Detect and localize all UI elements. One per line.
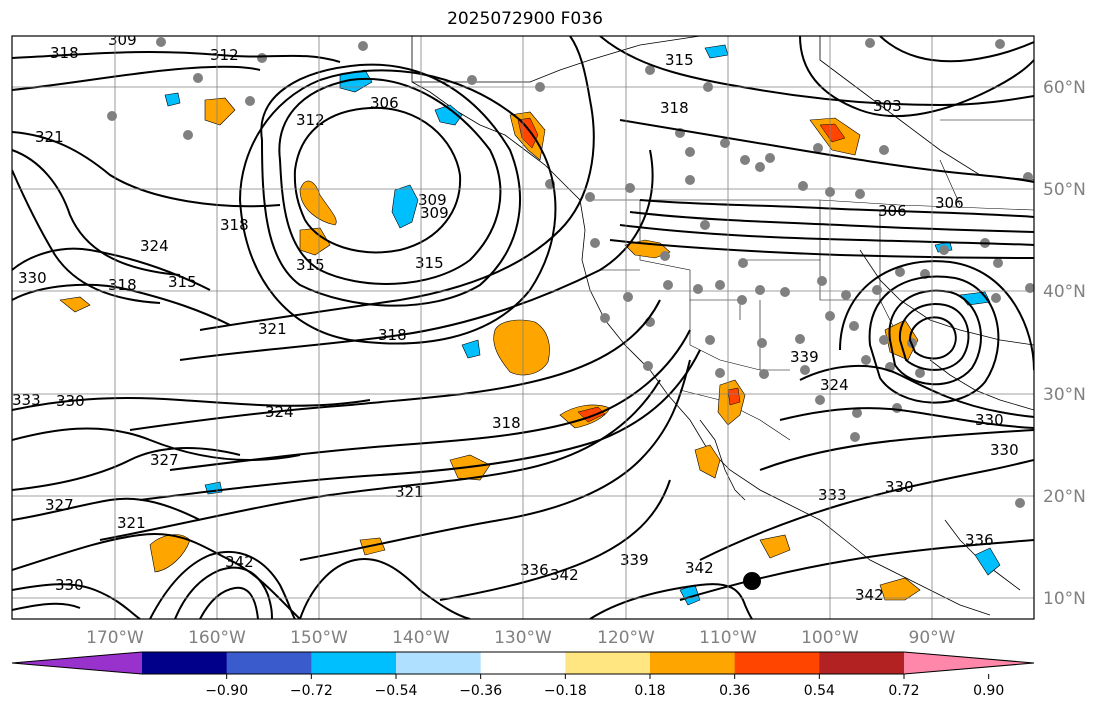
- contour-label: 336: [965, 531, 994, 549]
- colorbar-segment: [565, 652, 651, 674]
- colorbar-segment: [650, 652, 736, 674]
- contour-label: 321: [395, 483, 424, 501]
- contour-label: 321: [117, 514, 146, 532]
- colorbar: −0.90 −0.72 −0.54 −0.36 −0.18 0.18 0.36 0.54 0.7…: [11, 651, 1035, 699]
- contour-label: 336: [520, 561, 549, 579]
- contour-label: 318: [220, 216, 249, 234]
- contour-label: 315: [665, 51, 694, 69]
- latitude-label: 40°N: [1043, 282, 1086, 302]
- contour-label: 318: [50, 44, 79, 62]
- map-frame: [11, 35, 1035, 620]
- contour-label: 312: [296, 111, 325, 129]
- latitude-label: 20°N: [1043, 487, 1086, 507]
- latitude-label: 10°N: [1043, 589, 1086, 609]
- longitude-label: 140°W: [392, 628, 450, 648]
- longitude-labels: 170°W 160°W 150°W 140°W 130°W 120°W 110°W 100°W…: [86, 628, 956, 648]
- contour-label: 315: [415, 254, 444, 272]
- colorbar-segment: [734, 652, 820, 674]
- contour-label: 342: [855, 586, 884, 604]
- map-panel: 318 309 312 315 306 318 303 321 312 306 …: [12, 31, 1034, 619]
- contour-label: 303: [873, 97, 902, 115]
- negative-patches: [164, 44, 1001, 606]
- contour-labels: 318 309 312 315 306 318 303 321 312 306 …: [12, 31, 1019, 604]
- contour-label: 342: [685, 559, 714, 577]
- contour-label: 327: [150, 451, 179, 469]
- longitude-label: 90°W: [909, 628, 956, 648]
- contour-label: 309: [420, 204, 449, 222]
- longitude-label: 170°W: [86, 628, 144, 648]
- colorbar-tick-label: 0.90: [973, 683, 1004, 699]
- contour-label: 327: [45, 496, 74, 514]
- longitude-label: 100°W: [801, 628, 859, 648]
- map-title: 2025072900 F036: [447, 9, 603, 29]
- contour-label: 309: [108, 31, 137, 49]
- contour-lines: [12, 36, 1034, 619]
- latitude-label: 50°N: [1043, 180, 1086, 200]
- colorbar-tick-label: −0.72: [290, 683, 333, 699]
- contour-label: 330: [55, 576, 84, 594]
- contour-label: 318: [378, 326, 407, 344]
- colorbar-tick-label: 0.36: [719, 683, 750, 699]
- contour-label: 306: [935, 194, 964, 212]
- contour-label: 324: [140, 237, 169, 255]
- longitude-label: 160°W: [188, 628, 246, 648]
- contour-label: 321: [258, 320, 287, 338]
- contour-label: 339: [790, 348, 819, 366]
- contour-label: 342: [550, 566, 579, 584]
- contour-label: 306: [878, 202, 907, 220]
- contour-label: 330: [56, 392, 85, 410]
- contour-label: 342: [225, 553, 254, 571]
- contour-label: 330: [18, 269, 47, 287]
- colorbar-tick-label: 0.72: [888, 683, 919, 699]
- colorbar-segment: [311, 652, 397, 674]
- contour-label: 312: [210, 46, 239, 64]
- colorbar-segment: [819, 652, 905, 674]
- contour-label: 324: [265, 403, 294, 421]
- colorbar-tick-label: −0.54: [375, 683, 418, 699]
- contour-label: 309: [418, 191, 447, 209]
- colorbar-tick-label: −0.90: [205, 683, 248, 699]
- contour-label: 330: [990, 441, 1019, 459]
- colorbar-tick-label: 0.18: [634, 683, 665, 699]
- contour-label: 321: [35, 128, 64, 146]
- longitude-label: 130°W: [494, 628, 552, 648]
- colorbar-tick-label: −0.36: [459, 683, 502, 699]
- colorbar-outline: [11, 651, 1035, 675]
- latitude-label: 60°N: [1043, 78, 1086, 98]
- colorbar-tick-label: 0.54: [804, 683, 835, 699]
- contour-label: 330: [975, 411, 1004, 429]
- longitude-label: 120°W: [597, 628, 655, 648]
- contour-label: 315: [168, 273, 197, 291]
- colorbar-extend-high: [904, 652, 1034, 674]
- contour-label: 315: [296, 256, 325, 274]
- contour-label: 333: [12, 391, 41, 409]
- longitude-label: 110°W: [699, 628, 757, 648]
- colorbar-segment: [480, 652, 566, 674]
- colorbar-tick-label: −0.18: [544, 683, 587, 699]
- longitude-label: 150°W: [290, 628, 348, 648]
- contour-label: 339: [620, 551, 649, 569]
- colorbar-segment: [396, 652, 482, 674]
- contour-label: 318: [492, 414, 521, 432]
- colorbar-segment: [226, 652, 312, 674]
- contour-label: 318: [660, 99, 689, 117]
- colorbar-segment: [142, 652, 228, 674]
- contour-label: 333: [818, 486, 847, 504]
- latitude-label: 30°N: [1043, 385, 1086, 405]
- latitude-labels: 60°N 50°N 40°N 30°N 20°N 10°N: [1043, 78, 1086, 609]
- graticule: [12, 36, 1034, 619]
- colorbar-extend-low: [12, 652, 142, 674]
- contour-label: 306: [370, 94, 399, 112]
- contour-label: 330: [885, 478, 914, 496]
- contour-label: 324: [820, 376, 849, 394]
